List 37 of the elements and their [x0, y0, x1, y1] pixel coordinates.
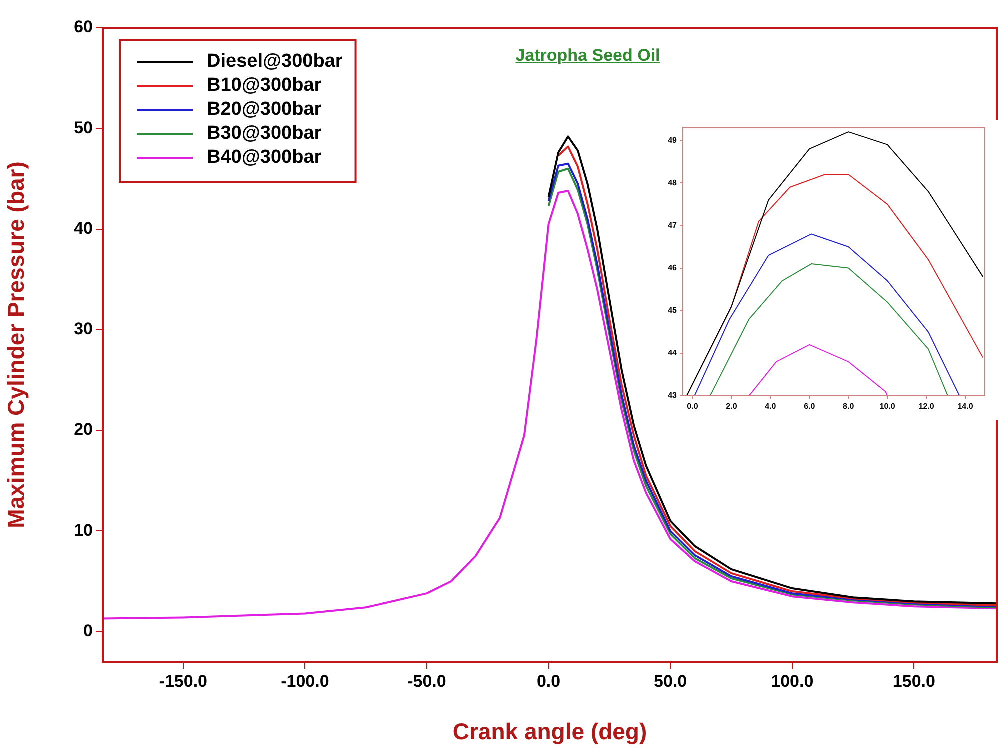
x-tick-label: 0.0	[687, 402, 699, 412]
x-tick-label: 50.0	[654, 672, 688, 691]
y-tick-label: 47	[668, 220, 678, 230]
legend-label: B30@300bar	[207, 123, 322, 144]
x-tick-label: -150.0	[159, 672, 208, 691]
x-tick-label: 150.0	[892, 672, 936, 691]
y-tick-label: 40	[74, 218, 93, 238]
x-tick-label: 0.0	[536, 672, 561, 691]
y-tick-label: 45	[668, 306, 678, 316]
y-tick-label: 48	[668, 178, 678, 188]
x-axis-title: Crank angle (deg)	[452, 718, 648, 745]
x-tick-label: 12.0	[918, 402, 935, 412]
x-tick-label: 8.0	[843, 402, 855, 412]
text: Jatropha Seed Oil	[514, 46, 662, 66]
x-tick-label: 4.0	[765, 402, 777, 412]
legend-label: B20@300bar	[207, 99, 322, 120]
y-tick-label: 30	[74, 320, 93, 339]
legend-label: B10@300bar	[207, 75, 322, 96]
y-tick-label: 44	[668, 348, 678, 358]
y-tick-label: 50	[74, 118, 93, 138]
x-tick-label: -50.0	[408, 672, 446, 691]
y-tick-label: 43	[668, 391, 678, 400]
x-tick-label: 6.0	[804, 402, 816, 412]
x-tick-label: 14.0	[958, 402, 974, 412]
y-tick-label: 46	[668, 263, 678, 272]
y-tick-label: 20	[74, 420, 93, 440]
x-tick-label: -100.0	[281, 672, 330, 691]
y-tick-label: 0	[84, 621, 93, 640]
y-tick-label: 60	[74, 18, 93, 37]
x-tick-label: 2.0	[726, 402, 738, 412]
x-tick-label: 10.0	[880, 402, 896, 412]
x-tick-label: 100.0	[771, 672, 814, 691]
y-tick-label: 10	[74, 520, 93, 540]
y-axis-title: Maximum Cylinder Pressure (bar)	[3, 162, 30, 528]
legend-label: Diesel@300bar	[207, 51, 344, 72]
legend-label: B40@300bar	[207, 147, 322, 168]
y-tick-label: 49	[668, 136, 678, 145]
